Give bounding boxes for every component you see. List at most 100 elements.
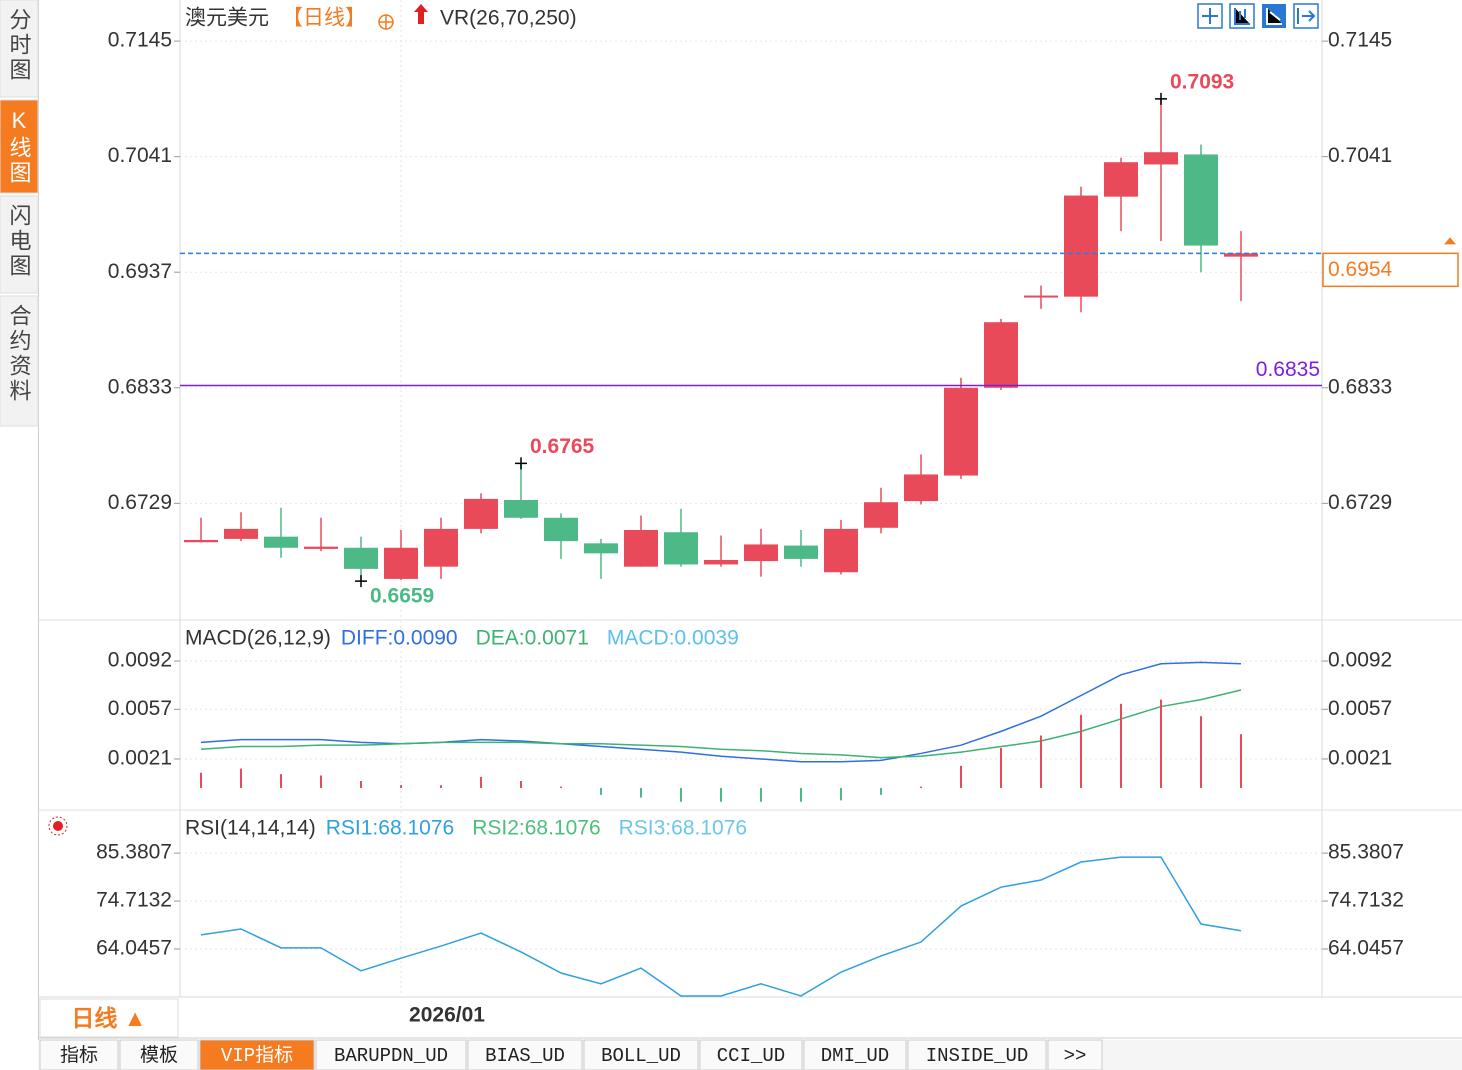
- bottom-tab[interactable]: [199, 1039, 315, 1070]
- y-tick-label: 0.0057: [108, 697, 172, 720]
- sidebar-tab[interactable]: [0, 0, 39, 98]
- bottom-tab[interactable]: [803, 1039, 907, 1070]
- settings-icon[interactable]: [378, 14, 394, 30]
- chart-title: 澳元美元: [185, 7, 269, 30]
- sidebar-tab-label[interactable]: K线图: [7, 108, 32, 186]
- y-tick-label: 64.0457: [1328, 937, 1404, 960]
- y-tick-label: 0.6729: [108, 491, 172, 514]
- candle-body: [544, 517, 578, 542]
- y-tick-label: 64.0457: [96, 937, 172, 960]
- candle-body: [864, 502, 898, 528]
- period-button[interactable]: [39, 998, 179, 1038]
- bottom-tab[interactable]: [315, 1039, 467, 1070]
- y-tick-label: 0.7145: [108, 29, 172, 52]
- indicator-line: [200, 856, 1242, 997]
- y-tick-label: 0.7041: [1328, 144, 1392, 167]
- candle-body: [224, 528, 258, 539]
- sidebar-tab-label[interactable]: 分时图: [7, 8, 32, 83]
- bottom-tab-label[interactable]: 指标: [60, 1044, 98, 1067]
- indicator-arrow-icon[interactable]: [414, 4, 428, 24]
- y-tick-label: 0.0057: [1328, 697, 1392, 720]
- extreme-label: 0.6765: [530, 435, 595, 458]
- y-tick-label: 0.6833: [108, 375, 172, 398]
- candle-body: [984, 322, 1018, 388]
- sidebar-tab-label[interactable]: 闪电图: [7, 204, 32, 279]
- legend-entry: RSI1:68.1076: [326, 817, 454, 840]
- chart-subtitle: VR(26,70,250): [440, 7, 577, 30]
- bottom-tab-label[interactable]: 模板: [140, 1044, 178, 1067]
- candle-body: [1024, 295, 1058, 298]
- legend-entry: DEA:0.0071: [476, 627, 589, 650]
- y-tick-label: 0.0021: [1328, 747, 1392, 770]
- y-tick-label: 0.6729: [1328, 491, 1392, 514]
- last-price-label: 0.6954: [1328, 258, 1393, 281]
- sidebar-tab-label[interactable]: 合约资料: [7, 304, 32, 404]
- indicator-line: [200, 661, 1242, 763]
- indicator-title: RSI(14,14,14): [185, 817, 316, 840]
- candle-body: [424, 528, 458, 567]
- bottom-tab-label[interactable]: BARUPDN_UD: [334, 1045, 448, 1067]
- candle-body: [1144, 152, 1178, 165]
- y-tick-label: 74.7132: [96, 889, 172, 912]
- x-tick-label: 2026/01: [409, 1004, 485, 1027]
- y-tick-label: 0.0092: [1328, 649, 1392, 672]
- sidebar-tab[interactable]: [0, 99, 39, 194]
- legend-entry: MACD:0.0039: [607, 627, 739, 650]
- y-tick-label: 0.7145: [1328, 29, 1392, 52]
- candle-body: [944, 387, 978, 476]
- candle-body: [304, 546, 338, 549]
- bottom-tab-label[interactable]: >>: [1064, 1045, 1087, 1067]
- bottom-tab-label[interactable]: VIP指标: [221, 1044, 293, 1067]
- y-tick-label: 0.6937: [108, 260, 172, 283]
- reference-label: 0.6835: [1256, 358, 1320, 381]
- candle-body: [824, 528, 858, 573]
- bottom-tab-label[interactable]: BOLL_UD: [601, 1045, 681, 1067]
- y-tick-label: 85.3807: [96, 841, 172, 864]
- y-tick-label: 85.3807: [1328, 841, 1404, 864]
- rsi-icon[interactable]: [48, 816, 68, 836]
- y-tick-label: 74.7132: [1328, 889, 1404, 912]
- candle-body: [744, 544, 778, 562]
- candle-body: [384, 547, 418, 579]
- bottom-tab[interactable]: [907, 1039, 1047, 1070]
- bottom-tab[interactable]: [583, 1039, 699, 1070]
- bottom-tab-label[interactable]: INSIDE_UD: [926, 1045, 1029, 1067]
- sidebar-tab[interactable]: [0, 295, 39, 427]
- bottom-tab[interactable]: [467, 1039, 583, 1070]
- extreme-marker: [1155, 92, 1167, 105]
- extreme-label: 0.6659: [370, 585, 434, 608]
- candle-body: [264, 536, 298, 548]
- legend-entry: RSI2:68.1076: [472, 817, 600, 840]
- y-tick-label: 0.6833: [1328, 375, 1392, 398]
- y-tick-label: 0.0021: [108, 747, 172, 770]
- last-price-arrow: [1444, 237, 1456, 245]
- legend-entry: RSI3:68.1076: [619, 817, 747, 840]
- candle-body: [904, 474, 938, 502]
- candle-body: [1064, 195, 1098, 297]
- legend-entry: DIFF:0.0090: [341, 627, 458, 650]
- period-label: 【日线】: [282, 7, 366, 30]
- bottom-tab-label[interactable]: DMI_UD: [821, 1045, 889, 1067]
- candle-body: [704, 560, 738, 565]
- candle-body: [504, 500, 538, 518]
- indicator-line: [200, 689, 1242, 759]
- candle-body: [1184, 154, 1218, 246]
- extreme-marker: [515, 457, 527, 470]
- bottom-tab[interactable]: [1047, 1039, 1103, 1070]
- bottom-tab[interactable]: [119, 1039, 199, 1070]
- bottom-tab-label[interactable]: BIAS_UD: [485, 1045, 565, 1067]
- extreme-marker: [355, 575, 367, 588]
- period-button-label[interactable]: 日线 ▲: [71, 1005, 146, 1031]
- y-tick-label: 0.7041: [108, 144, 172, 167]
- bottom-tab-label[interactable]: CCI_UD: [717, 1045, 785, 1067]
- bottom-tab[interactable]: [699, 1039, 803, 1070]
- toolbar-icons[interactable]: [1197, 3, 1319, 29]
- candle-body: [1224, 253, 1258, 257]
- bottom-tab[interactable]: [39, 1039, 119, 1070]
- sidebar-tab[interactable]: [0, 195, 39, 294]
- candle-body: [624, 530, 658, 567]
- extreme-label: 0.7093: [1170, 70, 1234, 93]
- candle-body: [184, 540, 218, 543]
